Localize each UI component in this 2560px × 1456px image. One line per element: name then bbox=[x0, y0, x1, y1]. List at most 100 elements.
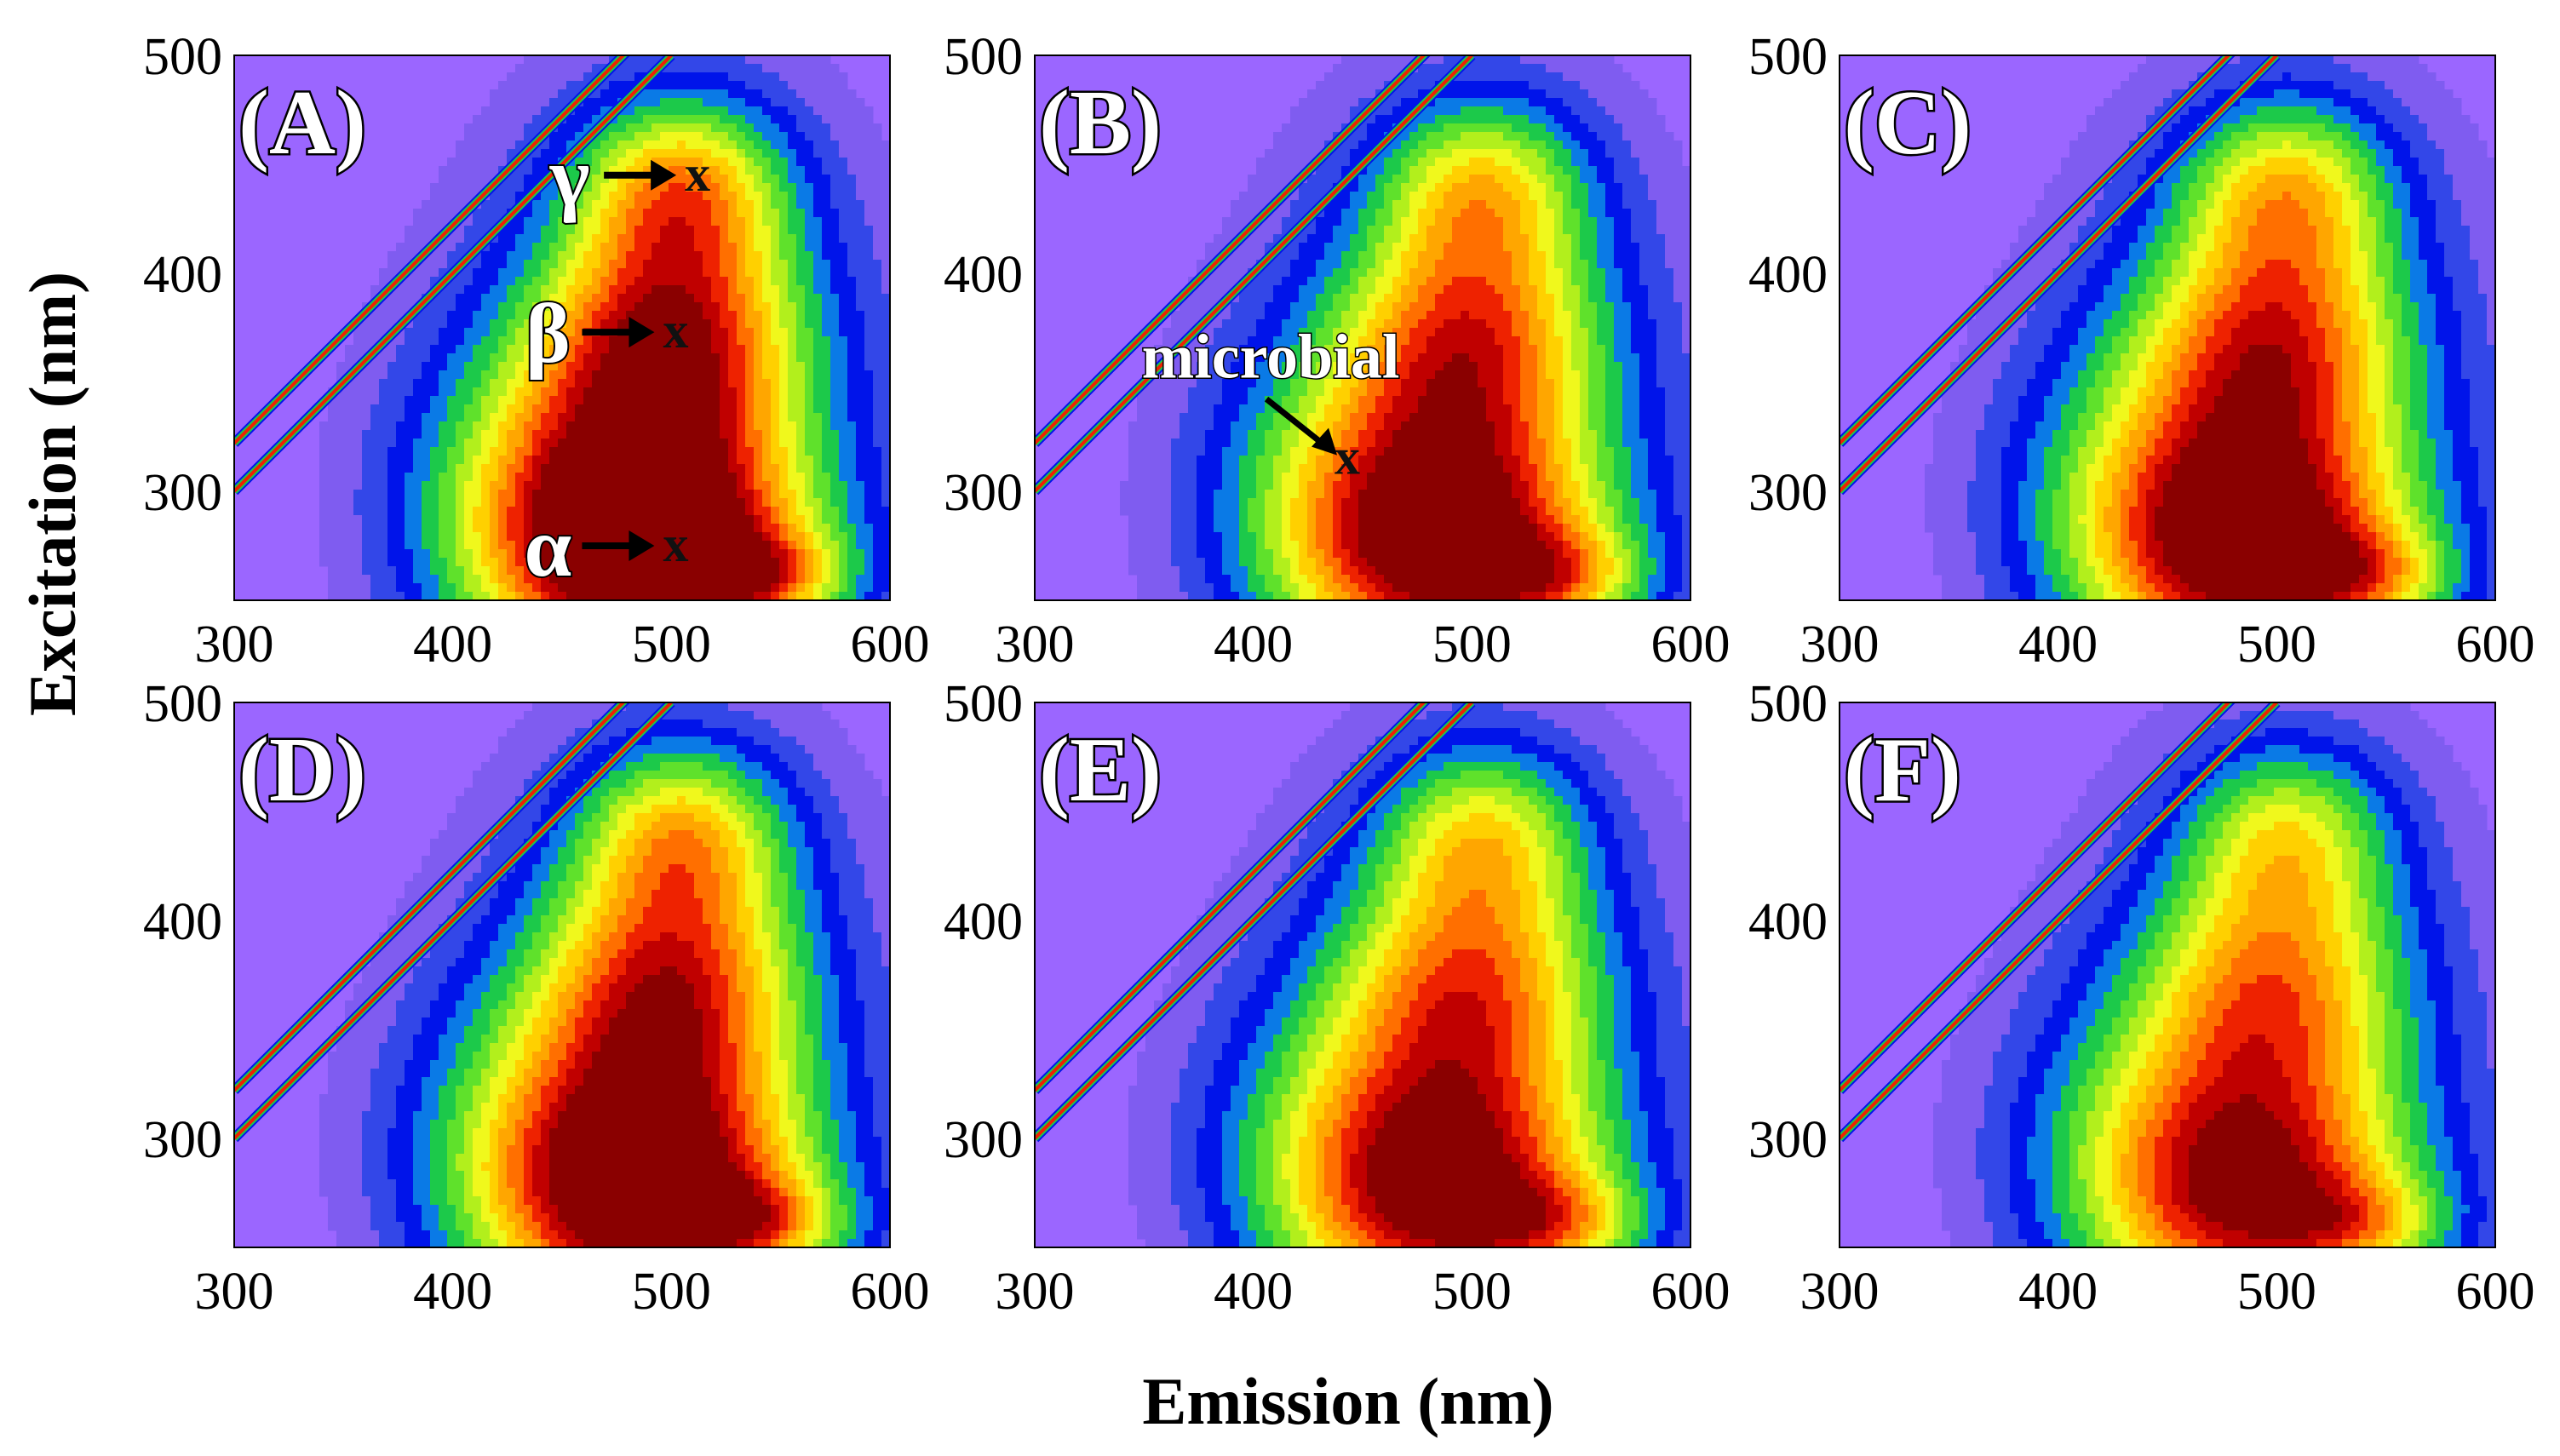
heat-cell bbox=[720, 98, 729, 107]
heat-cell bbox=[617, 260, 627, 269]
heat-cell bbox=[430, 456, 439, 465]
heat-cell bbox=[626, 72, 635, 82]
heat-cell bbox=[439, 498, 448, 507]
heat-cell bbox=[541, 456, 550, 465]
heat-cell bbox=[1239, 370, 1248, 380]
heat-cell bbox=[864, 175, 874, 184]
heat-cell bbox=[507, 200, 516, 209]
heat-cell bbox=[507, 268, 516, 278]
heat-cell bbox=[447, 234, 456, 244]
heat-cell bbox=[1316, 396, 1325, 405]
heat-cell bbox=[813, 387, 823, 397]
heat-cell bbox=[822, 473, 831, 482]
heat-cell bbox=[1145, 447, 1155, 456]
heat-cell bbox=[847, 498, 857, 507]
heat-cell bbox=[600, 217, 610, 226]
heat-cell bbox=[634, 387, 644, 397]
heat-cell bbox=[1197, 498, 1206, 507]
heat-cell bbox=[643, 277, 652, 286]
heat-cell bbox=[447, 532, 456, 542]
heat-cell bbox=[1154, 353, 1163, 363]
heat-cell bbox=[728, 549, 738, 559]
heat-cell bbox=[711, 328, 720, 337]
heat-cell bbox=[379, 524, 388, 533]
heat-cell bbox=[694, 81, 703, 90]
heat-cell bbox=[524, 592, 533, 600]
heat-cell bbox=[541, 404, 550, 414]
heat-cell bbox=[490, 98, 499, 107]
heat-cell bbox=[464, 175, 474, 184]
heat-cell bbox=[575, 64, 584, 73]
heat-cell bbox=[703, 473, 712, 482]
heat-cell bbox=[1222, 481, 1231, 490]
heat-cell bbox=[864, 439, 874, 448]
heat-cell bbox=[839, 123, 848, 133]
heat-cell bbox=[796, 370, 806, 380]
heat-cell bbox=[600, 294, 610, 303]
heat-cell bbox=[779, 379, 789, 388]
heat-cell bbox=[788, 89, 797, 99]
heat-cell bbox=[447, 507, 456, 516]
heat-cell bbox=[1256, 183, 1266, 192]
heat-cell bbox=[473, 592, 482, 600]
heat-cell bbox=[881, 234, 890, 244]
heat-cell bbox=[1162, 532, 1172, 542]
heat-cell bbox=[839, 336, 848, 346]
heat-cell bbox=[541, 583, 550, 593]
heat-cell bbox=[490, 592, 499, 600]
heat-cell bbox=[822, 89, 831, 99]
heat-cell bbox=[575, 319, 584, 329]
heat-cell bbox=[1239, 456, 1248, 465]
heat-cell bbox=[558, 592, 567, 600]
heat-cell bbox=[694, 166, 703, 175]
heat-cell bbox=[1307, 379, 1317, 388]
heat-cell bbox=[1256, 277, 1266, 286]
heat-cell bbox=[660, 362, 669, 371]
heat-cell bbox=[396, 379, 405, 388]
heat-cell bbox=[805, 439, 814, 448]
heat-cell bbox=[626, 234, 635, 244]
heat-cell bbox=[1231, 541, 1240, 550]
heat-cell bbox=[387, 541, 397, 550]
heat-cell bbox=[507, 140, 516, 150]
heat-cell bbox=[1162, 328, 1172, 337]
heat-cell bbox=[839, 370, 848, 380]
heat-cell bbox=[583, 251, 593, 261]
heat-cell bbox=[1222, 566, 1231, 576]
heat-cell bbox=[788, 217, 797, 226]
heat-cell bbox=[1307, 532, 1317, 542]
heat-cell bbox=[796, 302, 806, 312]
heat-cell bbox=[1265, 277, 1274, 286]
heat-cell bbox=[881, 379, 890, 388]
heat-cell bbox=[617, 132, 627, 141]
heat-cell bbox=[481, 439, 491, 448]
heat-cell bbox=[686, 532, 695, 542]
heat-cell bbox=[711, 311, 720, 320]
heat-cell bbox=[1239, 260, 1248, 269]
heat-cell bbox=[532, 532, 542, 542]
heat-cell bbox=[626, 115, 635, 124]
heat-cell bbox=[379, 507, 388, 516]
heat-cell bbox=[796, 583, 806, 593]
heat-cell bbox=[362, 592, 371, 600]
heat-cell bbox=[464, 549, 474, 559]
heat-cell bbox=[711, 200, 720, 209]
heat-cell bbox=[643, 473, 652, 482]
heat-cell bbox=[720, 277, 729, 286]
heat-cell bbox=[1205, 243, 1214, 252]
heat-cell bbox=[1273, 464, 1283, 473]
heat-cell bbox=[583, 490, 593, 499]
heat-cell bbox=[379, 268, 388, 278]
heat-cell bbox=[1256, 583, 1266, 593]
heat-cell bbox=[396, 251, 405, 261]
heat-cell bbox=[490, 319, 499, 329]
heat-cell bbox=[626, 260, 635, 269]
heat-cell bbox=[771, 277, 780, 286]
heat-cell bbox=[345, 524, 354, 533]
heat-cell bbox=[456, 226, 465, 235]
heat-cell bbox=[728, 175, 738, 184]
heat-cell bbox=[1214, 336, 1223, 346]
heat-cell bbox=[592, 439, 601, 448]
heat-cell bbox=[873, 583, 882, 593]
heat-cell bbox=[839, 481, 848, 490]
